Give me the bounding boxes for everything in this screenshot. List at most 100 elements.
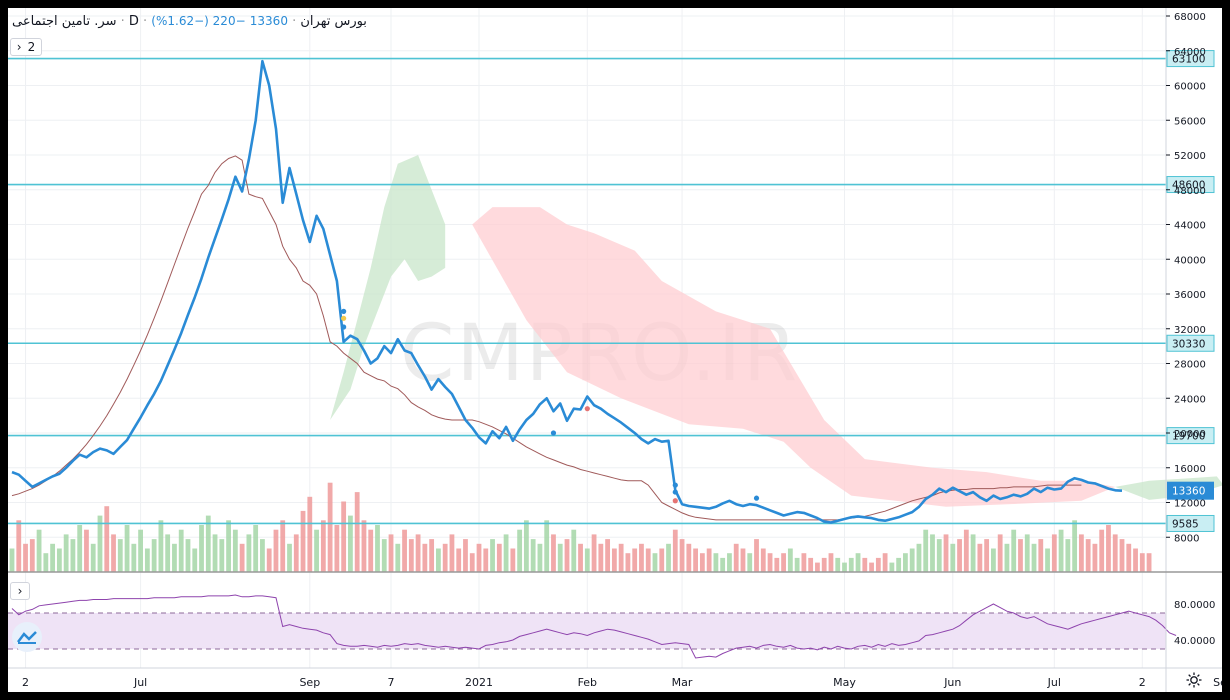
volume-bar (1072, 520, 1078, 572)
volume-bar (842, 562, 847, 572)
volume-bar (747, 553, 753, 572)
volume-bar (639, 543, 644, 572)
volume-bar (158, 520, 164, 572)
volume-bar (923, 529, 929, 572)
volume-bar (896, 557, 902, 572)
volume-bar (408, 539, 414, 572)
volume-bar (354, 492, 360, 572)
volume-bar (368, 529, 374, 572)
volume-bar (571, 529, 577, 572)
tradingview-logo[interactable] (12, 622, 42, 652)
volume-bar (341, 501, 347, 572)
volume-bar (253, 525, 259, 572)
volume-bar (490, 539, 495, 572)
level-label-box (1166, 176, 1215, 194)
volume-bar (239, 543, 245, 572)
volume-bar (909, 548, 915, 572)
volume-bar (963, 529, 969, 572)
volume-bar (666, 543, 671, 572)
volume-bar (205, 515, 211, 572)
volume-bar (280, 520, 286, 572)
y-tick-label: 68000 (1174, 12, 1206, 23)
ichimoku-cloud-bullish (330, 155, 446, 420)
volume-bar (848, 557, 854, 572)
volume-bar (232, 529, 238, 572)
series-lines-layer: 13360 (11, 59, 1214, 524)
rsi-series (11, 594, 1177, 659)
signal-marker (753, 495, 760, 501)
volume-bar (733, 543, 739, 572)
volume-bar (29, 539, 35, 572)
x-tick-label: 2 (22, 676, 29, 689)
volume-bar (1092, 543, 1098, 572)
volume-bar (395, 543, 401, 572)
x-tick-label: Sep (1213, 676, 1222, 689)
settings-button[interactable] (1184, 670, 1204, 690)
level-label-box (1166, 514, 1215, 532)
volume-bar (1119, 539, 1125, 572)
volume-bar (260, 539, 265, 572)
volume-bar (808, 557, 814, 572)
horizontal-levels-layer: 63100 48600 30330 19700 9585 (8, 50, 1215, 532)
volume-bar (63, 534, 69, 572)
volume-bar (503, 534, 509, 572)
y-tick-label: 24000 (1174, 394, 1206, 405)
last-price: 13360 (249, 14, 288, 28)
level-label-box (1166, 50, 1215, 68)
volume-bar (713, 553, 719, 572)
volume-bar (740, 548, 746, 572)
exchange-name: بورس تهران (300, 14, 367, 29)
volume-bar (882, 553, 888, 572)
volume-bar (9, 548, 15, 572)
volume-bar (835, 557, 841, 572)
volume-bar (1065, 539, 1071, 572)
volume-bar (997, 534, 1003, 572)
volume-bar (219, 539, 225, 572)
legend-toggle-button[interactable]: › 2 (10, 38, 42, 56)
volume-bar (23, 543, 28, 572)
signal-marker (672, 489, 678, 495)
volume-bar (625, 553, 631, 572)
legend-header: سر. تامین اجتماعی · D · بورس تهران · 133… (12, 14, 367, 29)
volume-bar (50, 543, 56, 572)
rsi-tick-label: 80.0000 (1174, 600, 1215, 611)
volume-bar (1126, 543, 1132, 572)
volume-bar (172, 543, 177, 572)
volume-bar (984, 539, 990, 572)
volume-bar (246, 534, 252, 572)
volume-bar (781, 553, 786, 572)
y-tick-label: 64000 (1174, 47, 1206, 58)
volume-bar (131, 543, 137, 572)
level-label: 9585 (1172, 518, 1199, 530)
volume-bar (991, 548, 996, 572)
volume-bar (1112, 534, 1118, 572)
volume-bar (287, 543, 292, 572)
volume-bar (530, 539, 536, 572)
volume-bar (307, 496, 313, 572)
volume-bar (1038, 539, 1044, 572)
volume-bar (266, 548, 272, 572)
volume-bar (855, 553, 861, 572)
volume-bar (327, 482, 333, 572)
volume-bar (1058, 529, 1064, 572)
volume-bar (970, 534, 976, 572)
volume-bar (950, 543, 956, 572)
y-tick-label: 60000 (1174, 82, 1206, 93)
volume-bar (774, 557, 780, 572)
volume-bar (693, 548, 698, 572)
volume-bar (787, 548, 793, 572)
volume-bar (936, 539, 942, 572)
volume-bar (1045, 548, 1050, 572)
volume-bar (930, 534, 935, 572)
rsi-collapse-button[interactable]: › (10, 582, 30, 600)
volume-bar (334, 525, 340, 572)
volume-bar (273, 529, 279, 572)
y-tick-label: 52000 (1174, 151, 1206, 162)
volume-bar (584, 548, 590, 572)
volume-bar (720, 557, 726, 572)
y-tick-label: 20000 (1174, 429, 1206, 440)
x-tick-label: Mar (672, 676, 693, 689)
